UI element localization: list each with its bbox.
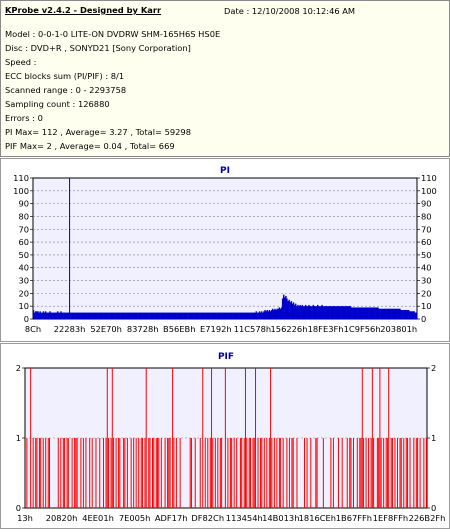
x-tick-label: E7192h bbox=[200, 324, 232, 334]
x-tick-label: 156226h bbox=[271, 324, 308, 334]
x-tick-label: 4EE01h bbox=[82, 513, 114, 523]
pi-chart-panel: PI 0 0 10 10 20 20 30 30 40 40 50 50 60 60 70 70 80 80 90 90… bbox=[0, 158, 450, 342]
y-tick-label: 70 bbox=[421, 224, 432, 234]
info-model: Model : 0-0-1-0 LITE-ON DVDRW SHM-165H6S… bbox=[5, 29, 221, 39]
y-tick-label: 60 bbox=[421, 237, 432, 247]
y-tick-label: 80 bbox=[421, 211, 432, 221]
y-tick-label: 100 bbox=[421, 186, 437, 196]
y-tick-label: 40 bbox=[18, 263, 29, 273]
x-tick-label: 8Ch bbox=[25, 324, 41, 334]
y-tick-label: 1 bbox=[431, 433, 436, 443]
y-tick-label: 2 bbox=[16, 363, 21, 373]
y-tick-label: 40 bbox=[421, 263, 432, 273]
y-tick-label: 1 bbox=[16, 433, 21, 443]
x-tick-label: 20820h bbox=[46, 513, 78, 523]
x-tick-label: 203801h bbox=[380, 324, 417, 334]
chart-title: PI bbox=[220, 166, 230, 176]
pif-chart-panel: PIF 0 0 1 1 2 2 13h 20820h 4EE01h 7E005h ADF17h DF82… bbox=[0, 343, 450, 529]
x-tick-label: B56EBh bbox=[163, 324, 195, 334]
info-sampling: Sampling count : 126880 bbox=[5, 99, 110, 109]
plot-area bbox=[32, 177, 418, 320]
y-tick-label: 90 bbox=[421, 199, 432, 209]
x-tick-label: 226B2Fh bbox=[409, 513, 446, 523]
info-errors: Errors : 0 bbox=[5, 113, 43, 123]
y-tick-label: 0 bbox=[24, 314, 29, 324]
info-panel: KProbe v2.4.2 - Designed by Karr Date : … bbox=[0, 0, 450, 157]
y-tick-label: 30 bbox=[18, 276, 29, 286]
y-tick-label: 70 bbox=[18, 224, 29, 234]
y-tick-label: 2 bbox=[431, 363, 436, 373]
chart-title: PIF bbox=[218, 352, 234, 362]
info-pi-stats: PI Max= 112 , Average= 3.27 , Total= 592… bbox=[5, 127, 191, 137]
y-tick-label: 110 bbox=[13, 173, 29, 183]
x-tick-label: 83728h bbox=[127, 324, 159, 334]
info-range: Scanned range : 0 - 2293758 bbox=[5, 85, 127, 95]
scan-date: Date : 12/10/2008 10:12:46 AM bbox=[224, 6, 356, 16]
x-tick-label: 7E005h bbox=[119, 513, 151, 523]
y-tick-label: 20 bbox=[421, 288, 432, 298]
y-tick-label: 110 bbox=[421, 173, 437, 183]
y-tick-label: 60 bbox=[18, 237, 29, 247]
x-tick-label: 52E70h bbox=[90, 324, 122, 334]
y-tick-label: 30 bbox=[421, 276, 432, 286]
x-tick-label: ADF17h bbox=[155, 513, 188, 523]
info-speed: Speed : bbox=[5, 57, 37, 67]
y-tick-label: 10 bbox=[18, 301, 29, 311]
app-title: KProbe v2.4.2 - Designed by Karr bbox=[5, 5, 162, 15]
y-tick-label: 50 bbox=[18, 250, 29, 260]
info-disc: Disc : DVD+R , SONYD21 [Sony Corporation… bbox=[5, 43, 191, 53]
y-tick-label: 80 bbox=[18, 211, 29, 221]
x-tick-label: 13h bbox=[17, 513, 33, 523]
x-tick-label: 1816CEh bbox=[299, 513, 336, 523]
pi-chart: PI 0 0 10 10 20 20 30 30 40 40 50 50 60 60 70 70 80 80 90 90… bbox=[13, 166, 437, 334]
x-tick-label: 14B013h bbox=[262, 513, 299, 523]
pif-chart: PIF 0 0 1 1 2 2 13h 20820h 4EE01h 7E005h ADF17h DF82… bbox=[16, 352, 446, 523]
x-tick-label: 22283h bbox=[54, 324, 86, 334]
y-tick-label: 50 bbox=[421, 250, 432, 260]
y-tick-label: 0 bbox=[16, 503, 21, 513]
y-tick-label: 0 bbox=[431, 503, 436, 513]
y-tick-label: 20 bbox=[18, 288, 29, 298]
x-tick-label: 18FE3Fh bbox=[308, 324, 344, 334]
y-tick-label: 100 bbox=[13, 186, 29, 196]
y-tick-label: 10 bbox=[421, 301, 432, 311]
info-pif-stats: PIF Max= 2 , Average= 0.04 , Total= 669 bbox=[5, 141, 175, 151]
x-tick-label: 1B67FFh bbox=[336, 513, 372, 523]
x-tick-label: 113454h bbox=[226, 513, 263, 523]
info-ecc: ECC blocks sum (PI/PIF) : 8/1 bbox=[5, 71, 125, 81]
y-tick-label: 0 bbox=[421, 314, 426, 324]
x-tick-label: 1C9F56h bbox=[344, 324, 381, 334]
x-tick-label: DF82Ch bbox=[191, 513, 224, 523]
x-tick-label: 11C578h bbox=[234, 324, 271, 334]
y-tick-label: 90 bbox=[18, 199, 29, 209]
x-tick-label: 1EF8FFh bbox=[373, 513, 408, 523]
